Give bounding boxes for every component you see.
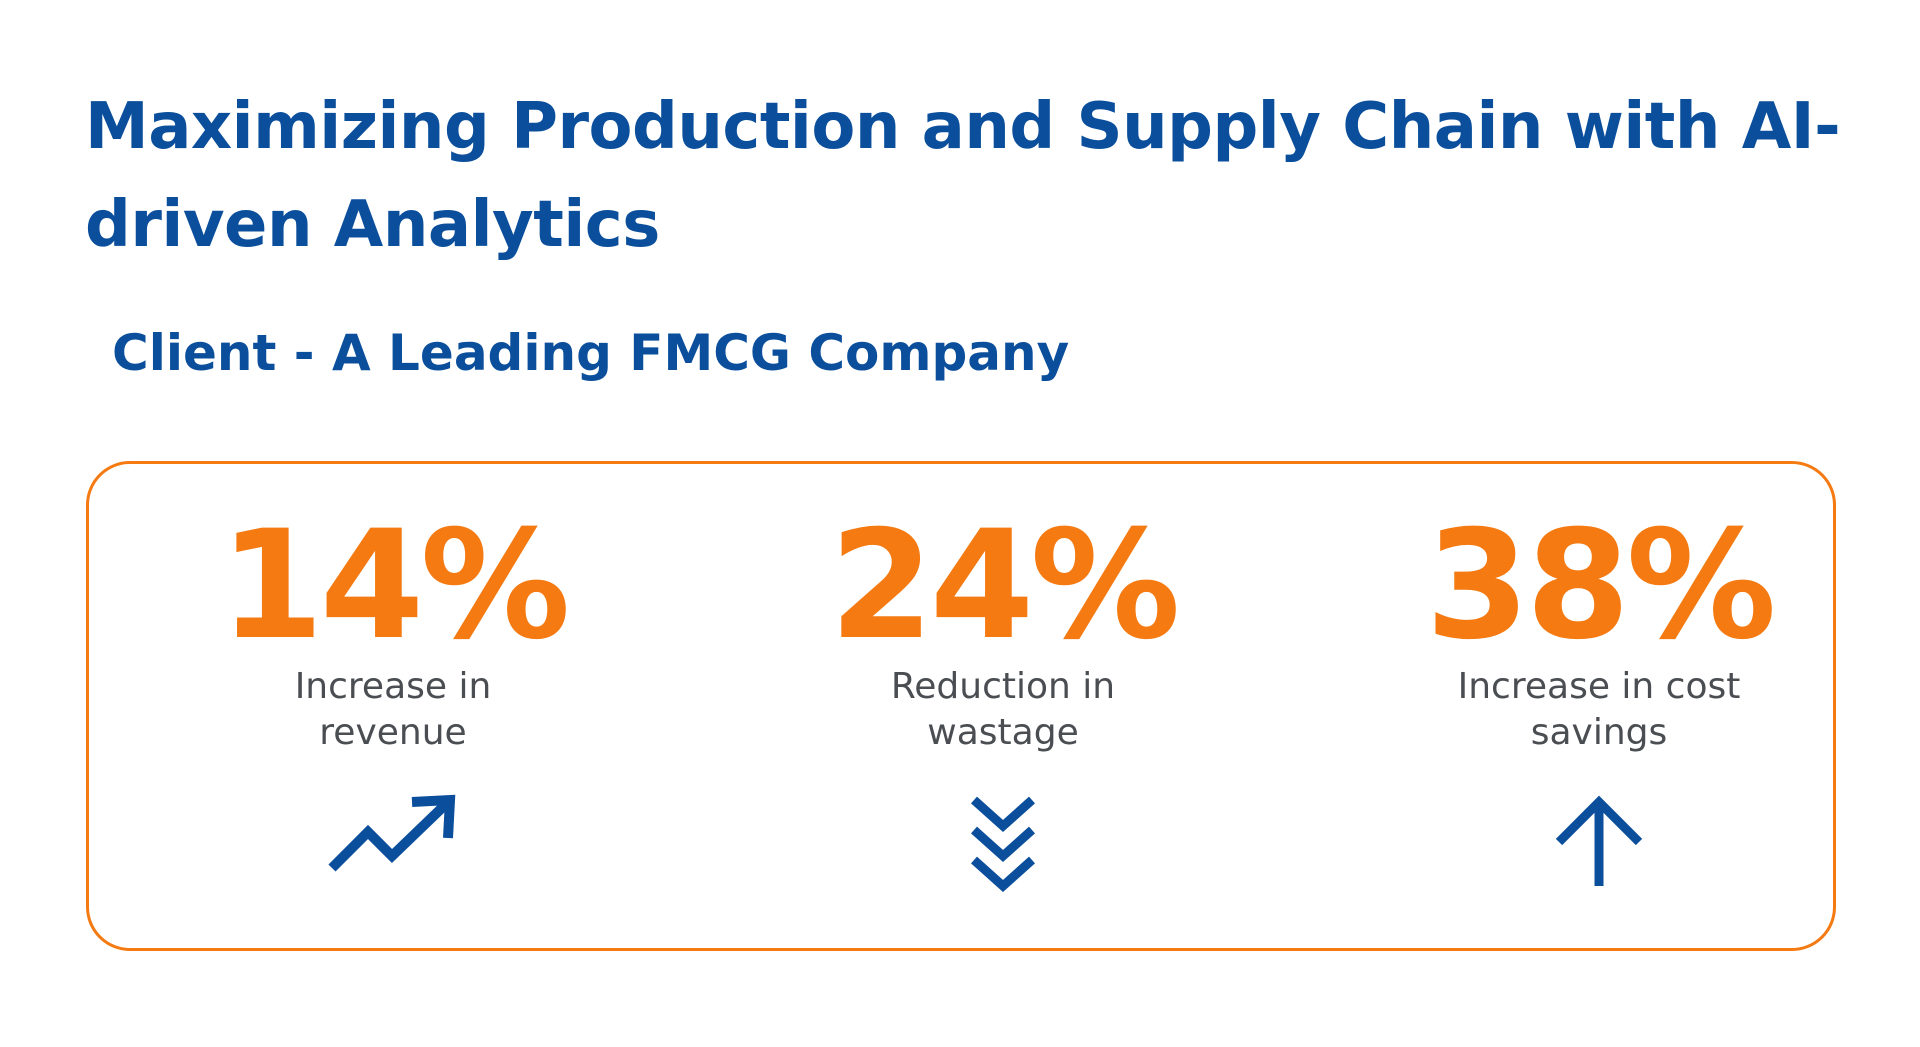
stat-label-cost-savings: Increase in cost savings (1457, 666, 1741, 753)
client-subtitle: Client - A Leading FMCG Company (112, 324, 1070, 382)
arrow-up-icon (1379, 794, 1819, 904)
page-title: Maximizing Production and Supply Chain w… (85, 90, 1841, 262)
stat-value-cost-savings: 38% (1425, 499, 1776, 673)
triple-chevron-down-icon (783, 794, 1223, 904)
stat-label-wastage: Reduction in wastage (890, 666, 1116, 753)
stat-label-revenue: Increase in revenue (294, 666, 492, 753)
stats-panel: 14% Increase in revenue 24% Reduction in… (86, 461, 1836, 951)
trending-up-icon (173, 794, 613, 904)
stat-value-revenue: 14% (219, 499, 570, 673)
stat-value-wastage: 24% (829, 499, 1180, 673)
